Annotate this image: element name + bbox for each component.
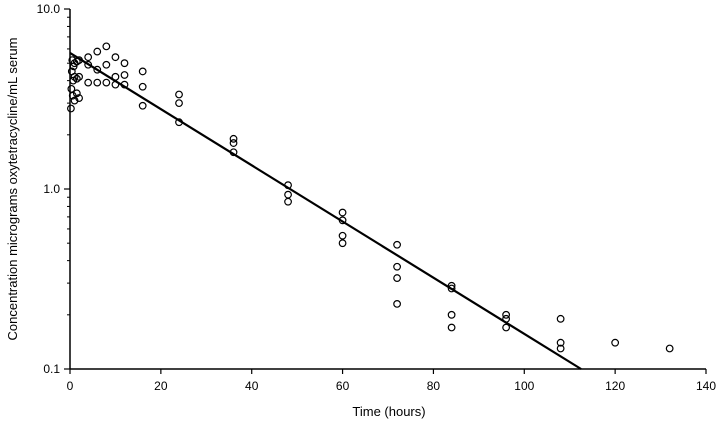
data-point xyxy=(175,99,183,108)
data-point xyxy=(393,274,401,282)
data-points xyxy=(67,42,674,353)
data-point xyxy=(102,42,111,51)
data-point xyxy=(338,216,347,225)
data-point xyxy=(229,148,238,157)
x-tick-label: 40 xyxy=(245,379,259,393)
x-tick-label: 20 xyxy=(154,379,168,393)
y-tick-label: 1.0 xyxy=(43,182,60,196)
data-point xyxy=(93,65,102,74)
x-tick-label: 120 xyxy=(605,379,625,393)
x-tick-label: 60 xyxy=(336,379,350,393)
data-point xyxy=(502,314,511,323)
data-point xyxy=(175,118,183,127)
data-point xyxy=(75,72,83,81)
data-point xyxy=(75,56,83,65)
data-point xyxy=(447,310,456,319)
data-point xyxy=(102,60,111,69)
data-point xyxy=(175,90,183,99)
data-point xyxy=(447,323,456,332)
data-point xyxy=(70,96,79,105)
y-tick-label: 10.0 xyxy=(37,2,61,16)
data-point xyxy=(338,231,347,240)
data-point xyxy=(447,284,456,293)
data-point xyxy=(338,239,347,248)
data-point xyxy=(229,139,238,147)
data-point xyxy=(393,299,401,308)
data-point xyxy=(84,53,93,62)
data-point xyxy=(138,82,147,91)
data-point xyxy=(111,72,120,81)
data-point xyxy=(93,78,102,87)
regression-line xyxy=(69,52,582,370)
x-tick-label: 0 xyxy=(67,379,74,393)
data-point xyxy=(111,53,120,62)
data-point xyxy=(138,101,147,110)
x-tick-label: 140 xyxy=(696,379,716,393)
data-point xyxy=(75,94,83,102)
y-axis-title: Concentration micrograms oxytetracycline… xyxy=(5,38,20,341)
data-point xyxy=(138,67,147,76)
data-point xyxy=(393,240,401,249)
data-point xyxy=(72,89,81,98)
data-point xyxy=(111,80,120,89)
axes xyxy=(69,9,706,370)
data-point xyxy=(284,197,292,206)
data-point xyxy=(556,338,565,347)
x-tick-label: 100 xyxy=(514,379,534,393)
data-point xyxy=(229,134,238,143)
data-point xyxy=(102,78,111,87)
data-point xyxy=(338,208,347,217)
fit-line-layer xyxy=(69,52,582,370)
data-point xyxy=(120,71,129,79)
ticks: 0 20 40 60 80 100 120 140 0.1 1.0 10.0 xyxy=(37,2,717,393)
data-point xyxy=(72,74,81,83)
data-point xyxy=(393,262,401,271)
data-point xyxy=(67,104,75,113)
data-point xyxy=(447,281,456,290)
data-point xyxy=(284,190,292,199)
x-tick-label: 80 xyxy=(427,379,441,393)
data-point xyxy=(120,59,129,68)
y-tick-label: 0.1 xyxy=(43,362,60,376)
data-point xyxy=(556,314,565,323)
data-point xyxy=(502,310,511,319)
data-point xyxy=(84,60,93,69)
data-point xyxy=(70,72,79,81)
data-point xyxy=(502,323,511,332)
x-axis-title: Time (hours) xyxy=(352,404,425,419)
data-point xyxy=(93,47,102,56)
data-point xyxy=(84,78,93,87)
data-point xyxy=(611,338,620,347)
data-point xyxy=(665,344,674,353)
data-point xyxy=(120,80,129,89)
data-point xyxy=(284,181,292,190)
data-point xyxy=(556,344,565,353)
